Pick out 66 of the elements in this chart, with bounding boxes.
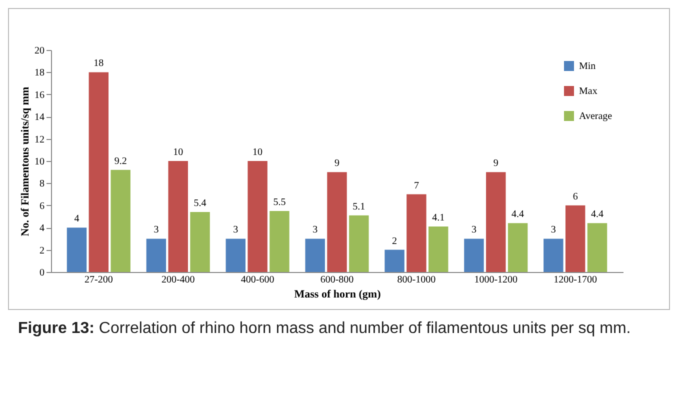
- bar: [88, 72, 109, 272]
- y-tick-label: 16: [34, 90, 44, 101]
- bar: [168, 161, 188, 272]
- x-tick-label: 400-600: [240, 274, 274, 286]
- data-label: 18: [94, 58, 104, 70]
- data-label: 5.1: [352, 201, 366, 212]
- x-tick-label: 1200-1700: [554, 274, 598, 286]
- bar: [508, 223, 528, 272]
- y-tick-label: 18: [34, 68, 44, 79]
- legend-label: Average: [579, 111, 613, 122]
- y-tick-label: 6: [40, 200, 44, 212]
- x-tick-label: 600-800: [320, 274, 354, 286]
- x-tick-label: 1000-1200: [474, 274, 518, 286]
- data-label: 3: [550, 224, 556, 236]
- bar: [486, 172, 506, 272]
- y-tick-label: 10: [34, 156, 44, 168]
- bar: [270, 210, 290, 272]
- bar: [428, 226, 448, 272]
- data-label: 4: [74, 214, 80, 225]
- bar: [305, 238, 325, 272]
- y-tick-label: 20: [34, 46, 44, 56]
- data-label: 9: [334, 158, 340, 170]
- data-label: 9: [493, 158, 498, 170]
- data-label: 3: [154, 224, 159, 236]
- data-label: 10: [173, 147, 184, 158]
- y-tick-label: 14: [34, 112, 44, 124]
- y-tick-label: 4: [40, 223, 44, 234]
- bar: [248, 161, 268, 272]
- data-label: 2: [392, 236, 398, 247]
- caption: Figure 13: Correlation of rhino horn mass and number of filamentous units per sq mm.: [18, 320, 631, 337]
- data-label: 3: [471, 224, 476, 236]
- y-tick-label: 12: [34, 134, 44, 146]
- bar: [406, 194, 426, 272]
- bar: [327, 172, 347, 272]
- data-label: 5.5: [273, 196, 286, 208]
- data-label: 10: [252, 147, 263, 158]
- y-tick-label: 8: [40, 178, 44, 190]
- bar: [464, 238, 484, 272]
- bar: [349, 215, 369, 272]
- legend-label: Min: [579, 61, 596, 72]
- x-axis-title: Mass of horn (gm): [294, 288, 382, 300]
- bar: [226, 238, 246, 272]
- bar: [190, 212, 210, 272]
- data-label: 4.1: [432, 212, 445, 224]
- data-label: 5.4: [194, 198, 206, 210]
- bar: [66, 228, 87, 272]
- legend-label: Max: [579, 86, 598, 97]
- bar: [565, 205, 586, 272]
- y-tick-label: 0: [40, 268, 44, 278]
- bar: [146, 238, 166, 272]
- data-label: 4.4: [591, 209, 604, 220]
- data-label: 3: [233, 224, 238, 236]
- x-tick-label: 800-1000: [397, 274, 436, 286]
- data-label: 4.4: [512, 209, 524, 220]
- y-tick-label: 2: [40, 245, 44, 256]
- y-axis-title: No. of Filamentous units/sq mm: [20, 86, 32, 236]
- data-label: 7: [414, 180, 419, 192]
- bar: [384, 250, 404, 272]
- data-label: 6: [572, 191, 578, 202]
- bar: [544, 238, 564, 272]
- x-tick-label: 27-200: [84, 274, 113, 286]
- x-tick-label: 200-400: [161, 274, 195, 286]
- bar: [587, 223, 608, 272]
- data-label: 9.2: [114, 156, 127, 167]
- data-label: 3: [312, 224, 318, 236]
- bar: [110, 170, 130, 272]
